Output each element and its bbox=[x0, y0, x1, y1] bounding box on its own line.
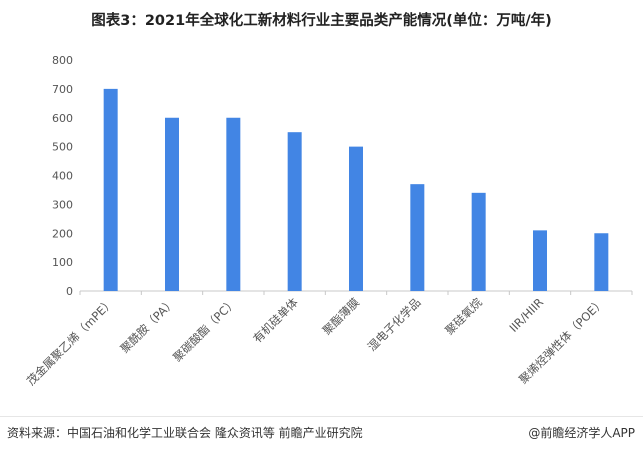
y-tick-label: 200 bbox=[52, 227, 73, 240]
credit-note: @前瞻经济学人APP bbox=[528, 426, 635, 440]
bar bbox=[349, 146, 363, 291]
x-category-label: 有机硅单体 bbox=[250, 295, 301, 346]
bar bbox=[287, 132, 302, 291]
y-tick-label: 500 bbox=[52, 141, 73, 154]
bar bbox=[103, 88, 118, 291]
source-note: 资料来源：中国石油和化学工业联合会 隆众资讯等 前瞻产业研究院 bbox=[7, 426, 363, 440]
y-tick-label: 600 bbox=[52, 112, 73, 125]
y-tick-label: 0 bbox=[66, 285, 73, 298]
x-category-label: 聚酯薄膜 bbox=[320, 295, 362, 337]
bar bbox=[410, 184, 425, 291]
footer-divider bbox=[0, 416, 643, 417]
bar bbox=[226, 117, 241, 291]
bar bbox=[471, 192, 486, 291]
x-category-label: IIR/HIIR bbox=[506, 295, 546, 335]
bar bbox=[533, 230, 547, 291]
y-tick-label: 300 bbox=[52, 198, 73, 211]
bar bbox=[594, 233, 609, 291]
x-category-label: 聚硅氧烷 bbox=[442, 295, 485, 338]
x-category-label: 茂金属聚乙烯（mPE） bbox=[24, 295, 117, 388]
y-tick-label: 400 bbox=[52, 170, 73, 183]
y-tick-label: 800 bbox=[52, 54, 73, 67]
x-category-label: 湿电子化学品 bbox=[365, 295, 424, 354]
x-category-label: 聚碳酸酯（PC） bbox=[170, 295, 239, 364]
y-tick-label: 100 bbox=[52, 256, 73, 269]
bar bbox=[165, 117, 179, 291]
x-category-label: 聚酰胺（PA） bbox=[118, 295, 179, 356]
y-tick-label: 700 bbox=[52, 83, 73, 96]
chart-title: 图表3：2021年全球化工新材料行业主要品类产能情况(单位：万吨/年) bbox=[91, 13, 552, 29]
